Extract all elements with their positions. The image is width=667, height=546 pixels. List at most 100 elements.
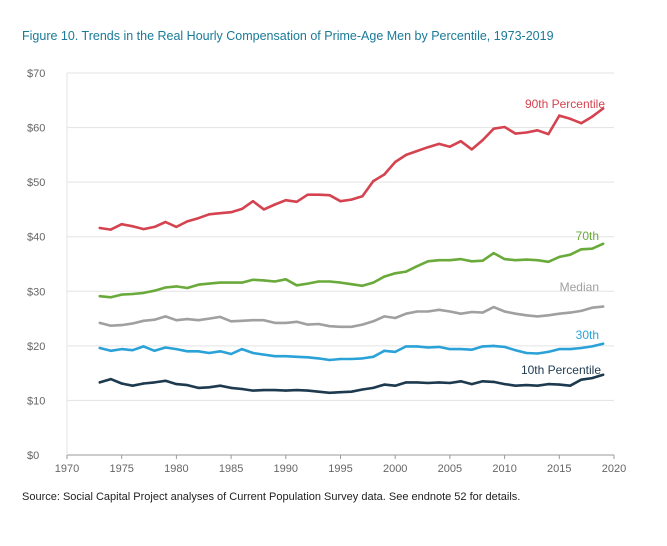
data-point-90th-percentile: [579, 122, 583, 125]
data-point-10th-percentile: [394, 384, 397, 387]
data-point-30th: [569, 347, 572, 351]
data-point-median: [328, 325, 331, 328]
data-point-70th: [164, 286, 167, 289]
data-point-10th-percentile: [218, 384, 222, 387]
data-point-70th: [536, 258, 539, 262]
data-point-70th: [229, 281, 233, 284]
data-point-70th: [186, 286, 189, 290]
data-point-median: [361, 323, 364, 326]
data-point-30th: [404, 345, 408, 348]
data-point-10th-percentile: [229, 386, 233, 390]
data-point-median: [536, 315, 539, 318]
data-point-90th-percentile: [459, 140, 463, 143]
data-point-70th: [579, 248, 583, 251]
data-point-70th: [547, 260, 550, 264]
data-point-90th-percentile: [284, 198, 287, 202]
data-point-median: [273, 321, 277, 325]
data-point-median: [525, 314, 528, 317]
series-label-30th: 30th: [576, 328, 599, 342]
data-point-70th: [208, 282, 211, 285]
data-point-70th: [284, 278, 287, 281]
data-point-median: [229, 320, 233, 323]
data-point-30th: [306, 356, 309, 359]
series-line-70th: [98, 242, 605, 299]
data-point-median: [350, 325, 353, 328]
data-point-30th: [295, 355, 298, 358]
data-point-10th-percentile: [120, 382, 123, 385]
data-point-30th: [426, 346, 430, 349]
data-point-30th: [317, 357, 320, 360]
data-point-30th: [175, 347, 178, 351]
y-tick-label: $70: [27, 68, 45, 80]
x-tick-label: 2015: [547, 463, 571, 475]
data-point-90th-percentile: [426, 146, 430, 149]
data-point-10th-percentile: [131, 384, 134, 387]
series-lines: [98, 107, 605, 395]
data-point-median: [295, 320, 298, 324]
data-point-median: [503, 310, 506, 313]
data-point-90th-percentile: [448, 145, 452, 148]
data-point-90th-percentile: [394, 160, 397, 164]
data-point-90th-percentile: [558, 114, 561, 117]
y-tick-label: $50: [27, 177, 45, 189]
data-point-10th-percentile: [514, 384, 517, 387]
data-point-90th-percentile: [262, 208, 266, 211]
data-point-30th: [601, 342, 605, 345]
data-point-10th-percentile: [569, 384, 572, 387]
data-point-70th: [306, 282, 309, 285]
data-point-70th: [109, 296, 112, 299]
data-point-70th: [558, 255, 561, 259]
data-point-30th: [372, 355, 375, 358]
data-point-median: [590, 306, 594, 309]
data-point-median: [186, 317, 189, 321]
data-point-30th: [481, 345, 484, 348]
data-point-10th-percentile: [459, 380, 463, 383]
data-point-90th-percentile: [547, 132, 550, 136]
data-point-30th: [350, 357, 353, 361]
data-point-10th-percentile: [251, 389, 255, 392]
data-point-70th: [437, 258, 441, 262]
data-point-90th-percentile: [470, 148, 473, 151]
data-point-10th-percentile: [273, 388, 277, 392]
data-point-10th-percentile: [262, 388, 266, 392]
data-point-90th-percentile: [218, 212, 222, 215]
data-point-median: [448, 310, 452, 313]
data-point-70th: [350, 282, 353, 286]
data-point-10th-percentile: [153, 381, 156, 384]
data-point-90th-percentile: [601, 107, 605, 110]
data-point-10th-percentile: [437, 381, 441, 384]
data-point-median: [426, 310, 430, 313]
data-point-70th: [426, 260, 430, 263]
x-tick-label: 2010: [492, 463, 516, 475]
data-point-70th: [120, 293, 123, 296]
data-point-median: [109, 324, 112, 327]
x-tick-label: 1980: [164, 463, 188, 475]
data-point-10th-percentile: [197, 386, 200, 390]
data-point-70th: [372, 281, 375, 284]
source-note: Source: Social Capital Project analyses …: [22, 491, 521, 503]
data-point-median: [251, 319, 255, 322]
data-point-70th: [448, 258, 452, 262]
data-point-30th: [437, 345, 441, 349]
data-point-10th-percentile: [350, 390, 353, 393]
data-point-median: [404, 312, 408, 315]
data-point-10th-percentile: [317, 390, 320, 393]
data-point-90th-percentile: [142, 227, 145, 231]
data-point-10th-percentile: [481, 380, 484, 383]
data-point-10th-percentile: [98, 381, 102, 384]
data-point-70th: [273, 280, 277, 283]
x-tick-label: 2000: [383, 463, 407, 475]
data-point-90th-percentile: [229, 210, 233, 214]
x-tick-label: 2005: [438, 463, 462, 475]
data-point-90th-percentile: [197, 216, 200, 220]
series-line-90th-percentile: [98, 107, 605, 231]
data-point-70th: [218, 281, 222, 284]
data-point-10th-percentile: [295, 388, 298, 392]
data-point-70th: [328, 280, 331, 283]
data-point-median: [306, 323, 309, 326]
data-point-70th: [142, 291, 145, 295]
series-labels: 90th Percentile 70th Median 30th 10th Percen…: [521, 97, 605, 377]
data-point-median: [415, 310, 419, 313]
data-point-median: [579, 309, 583, 313]
data-point-median: [153, 318, 156, 321]
